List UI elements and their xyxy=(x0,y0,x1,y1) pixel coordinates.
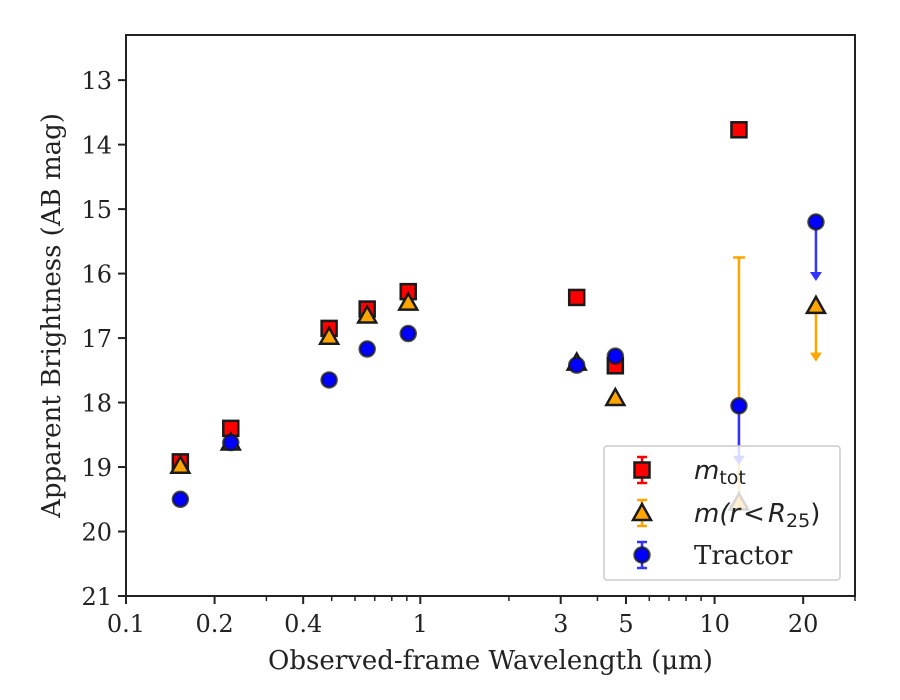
series-2-point-3 xyxy=(358,340,376,358)
marker-triangle xyxy=(604,386,627,407)
legend-box xyxy=(603,445,841,581)
marker-triangle xyxy=(317,325,341,346)
marker-circle xyxy=(222,433,240,452)
marker-square xyxy=(567,288,586,307)
y-tick-label-6: 19 xyxy=(81,454,112,482)
marker-circle xyxy=(320,371,338,389)
legend-label-tractor: Tractor xyxy=(694,541,793,571)
series-1-point-0 xyxy=(169,454,192,475)
legend-marker-circle xyxy=(633,546,651,564)
marker-circle xyxy=(171,490,190,509)
legend-label-mr25: m(r < R25) xyxy=(694,499,820,532)
series-2-point-1 xyxy=(222,433,240,452)
y-tick-label-7: 20 xyxy=(81,519,112,547)
x-tick-label-6: 10 xyxy=(699,610,730,638)
series-1-point-4 xyxy=(397,291,420,311)
marker-circle xyxy=(807,213,825,231)
y-tick-label-5: 18 xyxy=(81,390,112,418)
y-tick-label-1: 14 xyxy=(81,132,112,160)
limit-arrow-head xyxy=(809,352,822,362)
y-tick-label-0: 13 xyxy=(81,67,112,95)
series-1-point-6 xyxy=(604,386,627,407)
series-1-point-3 xyxy=(356,303,379,324)
series-1-point-2 xyxy=(317,325,341,346)
marker-circle xyxy=(399,324,417,343)
y-tick-label-2: 15 xyxy=(81,196,112,224)
legend-entry-1: m(r < R25) xyxy=(630,498,820,532)
legend-entry-2: Tractor xyxy=(633,540,793,571)
series-2-point-4 xyxy=(399,324,417,343)
limit-arrow-head xyxy=(809,272,822,282)
marker-triangle xyxy=(356,303,379,324)
x-tick-label-3: 1 xyxy=(413,610,428,638)
series-2-point-0 xyxy=(171,490,190,509)
marker-circle xyxy=(358,340,376,358)
x-tick-label-0: 0.1 xyxy=(107,610,145,638)
y-tick-label-4: 17 xyxy=(81,325,112,353)
series-2-point-6 xyxy=(606,347,625,365)
series-2-point-8 xyxy=(807,213,825,282)
marker-square xyxy=(730,121,748,139)
legend-entry-0: mtot xyxy=(633,455,746,489)
marker-triangle xyxy=(804,294,828,315)
plot-frame xyxy=(125,34,856,597)
legend-label-mtot: mtot xyxy=(694,456,746,489)
marker-triangle xyxy=(397,291,420,311)
x-tick-label-7: 20 xyxy=(788,610,819,638)
marker-circle xyxy=(567,356,586,374)
series-0-point-7 xyxy=(730,121,748,139)
y-tick-label-8: 21 xyxy=(81,583,112,611)
series-2-point-2 xyxy=(320,371,338,389)
x-tick-label-4: 3 xyxy=(553,610,568,638)
series-2-point-5 xyxy=(567,356,586,374)
marker-circle xyxy=(606,347,625,365)
series-0-point-5 xyxy=(567,288,586,307)
series-1-point-8 xyxy=(804,294,828,362)
legend-marker-triangle xyxy=(630,501,654,522)
y-axis-label: Apparent Brightness (AB mag) xyxy=(37,113,67,519)
x-tick-label-2: 0.4 xyxy=(284,610,322,638)
marker-triangle xyxy=(169,454,192,475)
x-axis-label: Observed-frame Wavelength (μm) xyxy=(268,646,713,676)
marker-circle xyxy=(730,397,748,415)
legend-marker-square xyxy=(633,461,651,479)
legend: mtot m(r < R25) Tractor xyxy=(603,445,841,581)
y-tick-label-3: 16 xyxy=(81,261,112,289)
x-tick-label-5: 5 xyxy=(618,610,633,638)
x-tick-label-1: 0.2 xyxy=(196,610,234,638)
